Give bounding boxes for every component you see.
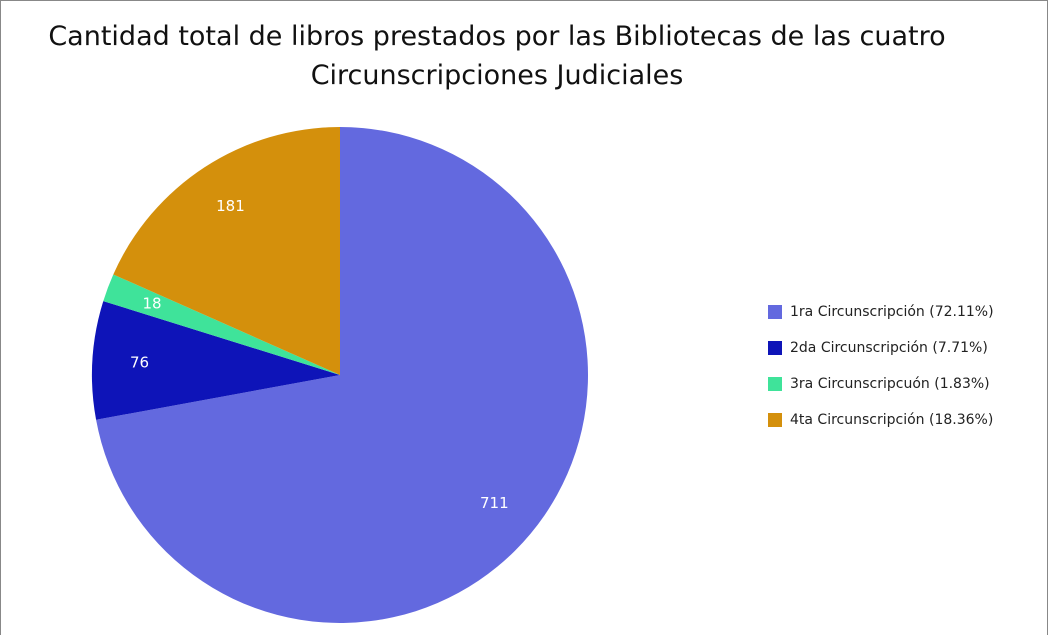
data-label: 18 bbox=[142, 295, 161, 313]
pie-slice bbox=[96, 127, 589, 623]
pie-slice bbox=[91, 301, 340, 420]
legend-swatch bbox=[768, 341, 782, 355]
data-label: 181 bbox=[216, 197, 245, 215]
legend-label: 3ra Circunscripcuón (1.83%) bbox=[790, 376, 990, 392]
legend-label: 1ra Circunscripción (72.11%) bbox=[790, 304, 994, 320]
legend-swatch bbox=[768, 305, 782, 319]
legend-swatch bbox=[768, 413, 782, 427]
legend-label: 2da Circunscripción (7.71%) bbox=[790, 340, 988, 356]
data-label: 711 bbox=[480, 494, 509, 512]
chart-title: Cantidad total de libros prestados por l… bbox=[48, 21, 945, 52]
pie-slice bbox=[113, 127, 341, 375]
chart-title: Circunscripciones Judiciales bbox=[311, 60, 684, 91]
data-label: 76 bbox=[130, 353, 149, 371]
pie-slice bbox=[103, 274, 340, 375]
legend-label: 4ta Circunscripción (18.36%) bbox=[790, 412, 993, 428]
legend-swatch bbox=[768, 377, 782, 391]
